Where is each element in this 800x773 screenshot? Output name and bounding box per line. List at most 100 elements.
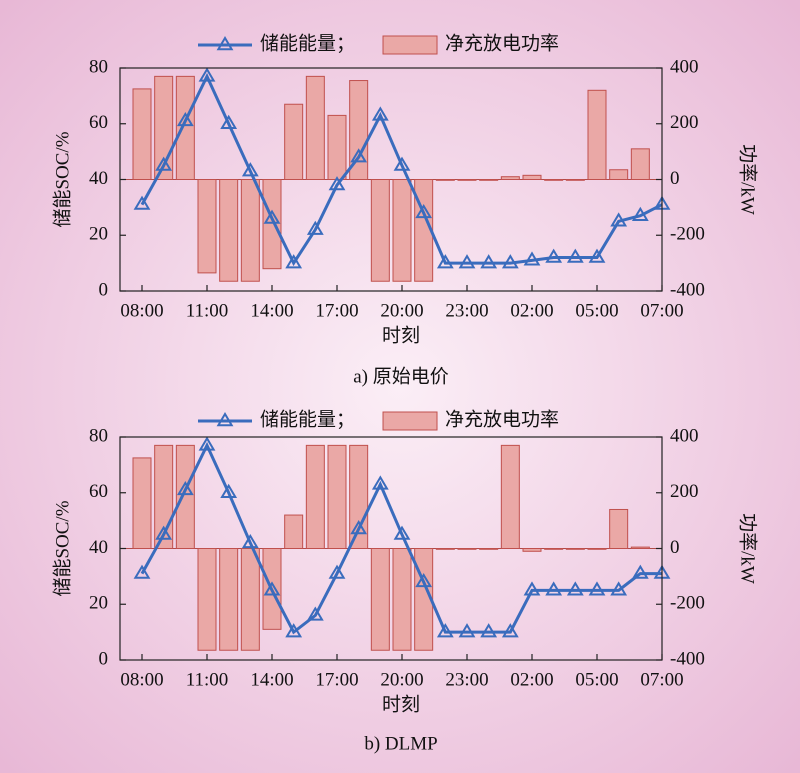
bar [479,548,499,550]
marker [588,581,606,596]
bar [370,179,390,282]
marker [241,162,259,177]
bar [457,548,477,550]
bar [609,508,629,550]
bar [327,114,347,180]
x-tick-label: 02:00 [510,300,553,321]
marker [458,254,476,269]
x-tick-label: 07:00 [640,669,683,690]
bar [435,179,455,181]
bar [544,179,564,181]
x-tick-label: 05:00 [575,300,618,321]
marker [631,206,649,221]
y-tick-label: 80 [89,425,108,446]
y-tick-label: 80 [89,56,108,77]
marker [133,195,151,210]
marker [198,436,216,451]
bar [500,176,520,180]
marker [480,623,498,638]
x-tick-label: 20:00 [380,669,423,690]
marker [458,623,476,638]
line [140,72,663,267]
marker [523,581,541,596]
marker [610,212,628,227]
bar [392,179,412,282]
y-axis-label: 储能SOC/% [51,131,73,227]
marker [610,581,628,596]
marker [220,483,238,498]
bar [565,179,585,181]
bar [175,75,195,180]
chart-title: a) 原始电价 [353,365,449,387]
y-tick-label: 20 [89,593,108,614]
legend-label: 净充放电功率 [445,408,559,430]
bar [219,179,239,282]
y2-tick-label: 0 [670,168,680,189]
chart-title: b) DLMP [364,733,437,754]
bar [435,548,455,550]
legend-label: 净充放电功率 [445,32,559,54]
y-tick-label: 0 [99,279,109,300]
bar [284,103,304,180]
x-axis-label: 时刻 [382,693,420,715]
marker [176,481,194,496]
y-tick-label: 0 [99,648,109,669]
marker [350,148,368,163]
legend-label: 储能能量； [260,32,355,54]
bar [370,548,390,651]
bar [392,548,412,651]
bar [565,548,585,550]
marker [306,606,324,621]
marker [328,564,346,579]
bar [219,548,239,651]
x-tick-label: 14:00 [250,300,293,321]
bar [544,548,564,550]
y2-tick-label: 0 [670,537,680,558]
marker [155,156,173,171]
x-tick-label: 11:00 [186,669,229,690]
bar [349,80,369,180]
x-axis-label: 时刻 [382,324,420,346]
marker [220,114,238,129]
y2-tick-label: 400 [670,56,699,77]
legend-label: 储能能量； [260,408,355,430]
marker [285,254,303,269]
marker [350,520,368,535]
x-tick-label: 08:00 [120,300,163,321]
legend-marker [216,412,234,427]
y2-tick-label: -200 [670,593,705,614]
bar [240,548,260,651]
marker [501,623,519,638]
legend-swatch [382,411,438,431]
y-axis-label: 储能SOC/% [51,500,73,596]
marker [285,623,303,638]
marker [371,106,389,121]
marker [393,156,411,171]
y-tick-label: 40 [89,537,108,558]
bar [630,148,650,180]
y2-tick-label: 400 [670,425,699,446]
x-tick-label: 08:00 [120,669,163,690]
bar [522,174,542,181]
bar [457,179,477,181]
bar [175,444,195,549]
y-tick-label: 40 [89,168,108,189]
legend-swatch [382,35,438,55]
marker [566,581,584,596]
marker [501,254,519,269]
marker [371,475,389,490]
y2-axis-label: 功率/kW [737,513,759,584]
marker [588,248,606,263]
x-tick-label: 20:00 [380,300,423,321]
bar [479,179,499,181]
y2-tick-label: -400 [670,648,705,669]
y2-axis-label: 功率/kW [737,144,759,215]
x-tick-label: 17:00 [315,300,358,321]
x-tick-label: 05:00 [575,669,618,690]
bar [305,444,325,549]
bar [587,89,607,180]
marker [436,254,454,269]
x-tick-label: 07:00 [640,300,683,321]
marker [241,533,259,549]
